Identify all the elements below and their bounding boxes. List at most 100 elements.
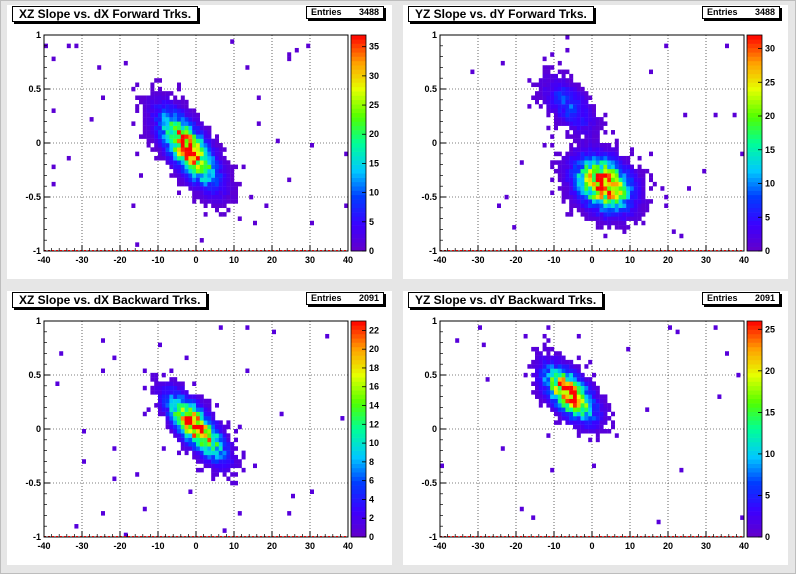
heatmap-cell	[599, 194, 604, 200]
heatmap-cell	[592, 125, 596, 131]
heatmap-cell	[531, 95, 536, 100]
heatmap-cell	[538, 359, 543, 365]
color-bar-step	[747, 325, 762, 330]
heatmap-cell	[215, 207, 219, 213]
heatmap-cell	[546, 325, 551, 330]
heatmap-cell	[215, 160, 219, 165]
x-tick-label: 10	[625, 255, 635, 265]
heatmap-cell	[607, 190, 612, 196]
heatmap-cell	[211, 463, 216, 469]
heatmap-cell	[146, 99, 151, 105]
heatmap-cell	[592, 411, 596, 417]
color-bar-step	[351, 377, 366, 382]
heatmap-cell	[196, 454, 200, 460]
heatmap-cell	[595, 168, 600, 174]
heatmap-cell	[554, 112, 558, 118]
heatmap-cell	[135, 242, 140, 247]
heatmap-cell	[580, 190, 585, 196]
heatmap-cell	[527, 104, 532, 109]
heatmap-cell	[287, 511, 292, 516]
heatmap-cell	[226, 173, 231, 178]
heatmap-cell	[184, 407, 189, 412]
heatmap-cell	[554, 398, 558, 404]
heatmap-cell	[588, 385, 593, 391]
heatmap-cell	[154, 155, 159, 161]
color-bar-step	[351, 446, 366, 451]
heatmap-cell	[169, 108, 174, 113]
heatmap-cell	[234, 164, 238, 170]
heatmap-cell	[546, 372, 551, 378]
y-tick-label: -1	[33, 246, 41, 256]
heatmap-cell	[592, 151, 596, 157]
heatmap-cell	[592, 143, 596, 148]
heatmap-cell	[211, 416, 216, 421]
x-tick-label: 0	[589, 255, 594, 265]
heatmap-cell	[740, 515, 745, 520]
color-bar-step	[351, 407, 366, 413]
heatmap-cell	[188, 420, 193, 425]
heatmap-cell	[158, 147, 162, 152]
heatmap-cell	[154, 125, 159, 131]
heatmap-cell	[576, 181, 581, 187]
heatmap-cell	[215, 403, 219, 408]
heatmap-cell	[569, 207, 574, 213]
color-bar-step	[747, 186, 762, 191]
heatmap-cell	[580, 108, 585, 113]
heatmap-cell	[230, 164, 235, 170]
heatmap-cell	[580, 385, 585, 391]
heatmap-cell	[576, 143, 581, 148]
color-bar-step	[747, 476, 762, 482]
color-bar-step	[747, 95, 762, 101]
heatmap-cell	[588, 138, 593, 144]
color-bar-step	[747, 441, 762, 447]
color-bar-step	[351, 420, 366, 425]
heatmap-cell	[177, 134, 181, 139]
heatmap-cell	[546, 86, 551, 92]
heatmap-cell	[595, 220, 600, 226]
heatmap-cell	[618, 212, 623, 217]
heatmap-cell	[550, 65, 555, 70]
heatmap-cell	[550, 385, 555, 391]
heatmap-cell	[306, 43, 311, 49]
heatmap-cell	[230, 450, 235, 456]
heatmap-cell	[184, 151, 189, 157]
heatmap-cell	[626, 346, 631, 352]
heatmap-cell	[173, 117, 178, 122]
color-bar-label: 30	[765, 44, 775, 54]
color-bar-step	[351, 212, 366, 217]
heatmap-cell	[554, 407, 558, 412]
heatmap-cell	[614, 155, 619, 161]
heatmap-cell	[595, 138, 600, 144]
heatmap-cell	[158, 108, 162, 113]
heatmap-cell	[557, 121, 562, 126]
heatmap-cell	[607, 203, 612, 208]
heatmap-cell	[626, 173, 631, 178]
panel-title: YZ Slope vs. dY Forward Trks.	[408, 6, 594, 22]
color-bar-step	[747, 164, 762, 170]
heatmap-cell	[626, 177, 631, 183]
heatmap-cell	[196, 138, 200, 144]
heatmap-cell	[188, 155, 193, 161]
heatmap-cell	[218, 155, 223, 161]
heatmap-cell	[203, 199, 208, 204]
heatmap-cell	[592, 155, 596, 161]
heatmap-cell	[150, 147, 155, 152]
heatmap-cell	[588, 199, 593, 204]
heatmap-cell	[580, 181, 585, 187]
heatmap-cell	[218, 441, 223, 447]
heatmap-cell	[66, 43, 71, 49]
x-tick-label: 20	[663, 255, 673, 265]
heatmap-cell	[550, 134, 555, 139]
heatmap-cell	[550, 99, 555, 105]
heatmap-cell	[584, 138, 589, 144]
heatmap-cell	[184, 125, 189, 131]
y-tick-label: -0.5	[421, 192, 437, 202]
color-bar-step	[351, 433, 366, 438]
heatmap-cell	[626, 168, 631, 174]
heatmap-cell	[633, 216, 638, 221]
heatmap-cell	[550, 403, 555, 408]
heatmap-cell	[188, 433, 193, 438]
heatmap-cell	[584, 91, 589, 96]
heatmap-cell	[580, 390, 585, 395]
heatmap-cell	[188, 181, 193, 187]
